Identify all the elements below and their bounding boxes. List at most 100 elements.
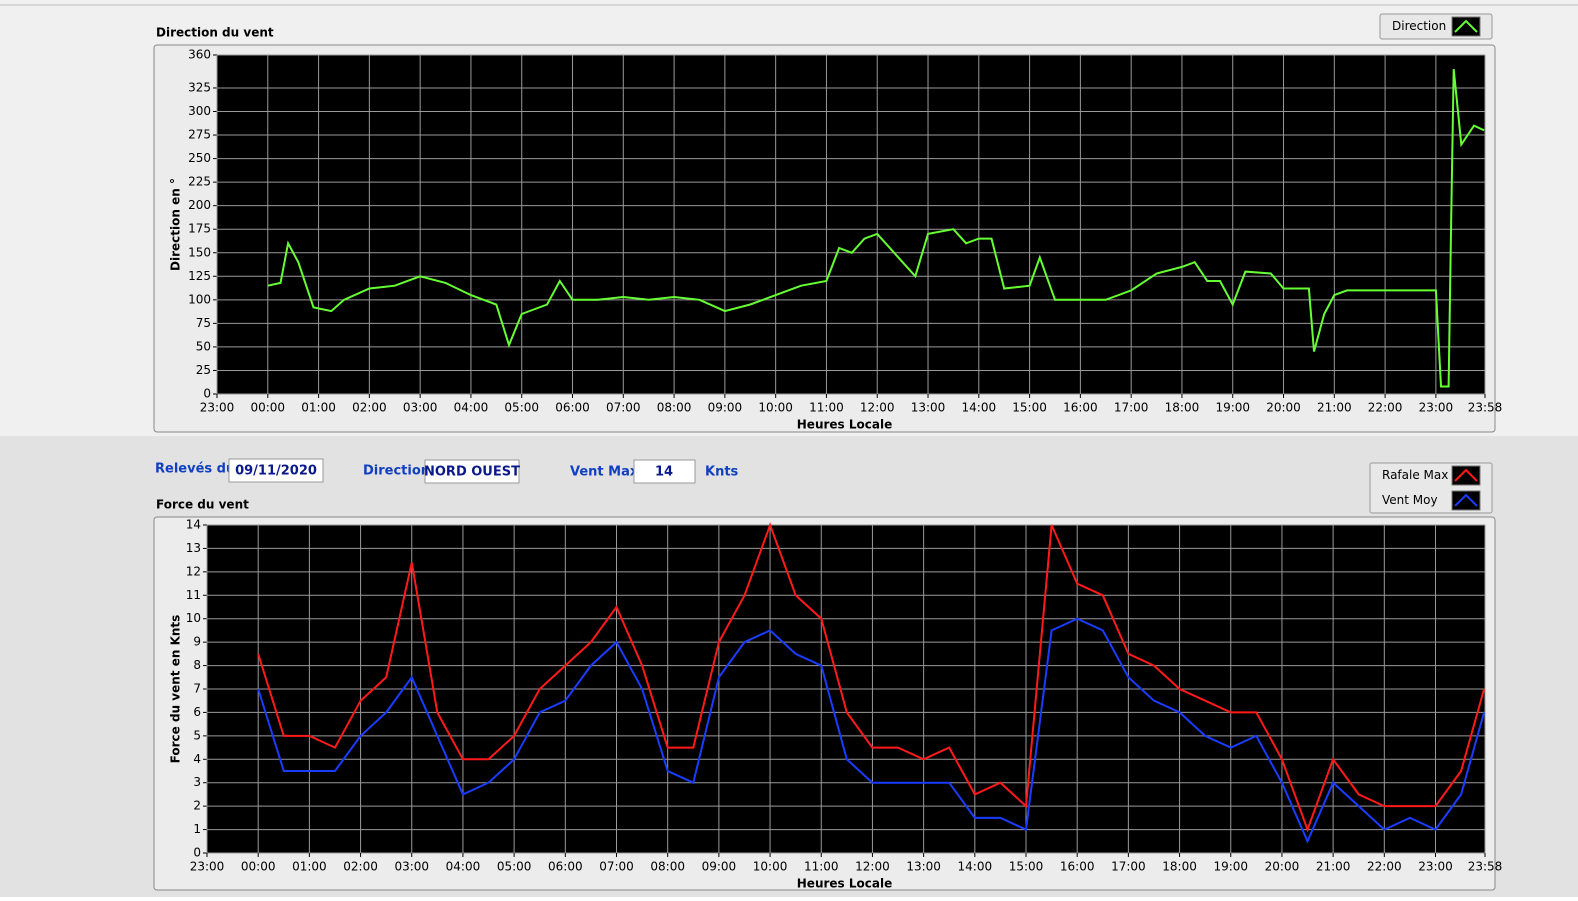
x-tick-label: 23:00 [200,401,235,415]
x-tick-label: 23:58 [1468,401,1503,415]
series-line [267,68,1485,388]
y-tick-label: 3 [193,775,201,789]
y-tick-label: 300 [188,104,211,118]
x-tick-label: 14:00 [958,860,993,874]
x-tick-label: 18:00 [1165,401,1200,415]
series-line [257,617,1486,844]
legend-label: Rafale Max [1382,468,1448,482]
x-tick-label: 08:00 [657,401,692,415]
chart-title: Force du vent [156,498,249,512]
y-tick-label: 6 [193,705,201,719]
direction-value: NORD OUEST [424,465,520,480]
date-box[interactable] [228,458,324,483]
date-label: Relevés du [155,462,235,477]
x-tick-label: 19:00 [1213,860,1248,874]
x-tick-label: 17:00 [1111,860,1146,874]
x-tick-label: 08:00 [650,860,685,874]
x-tick-label: 06:00 [548,860,583,874]
x-tick-label: 11:00 [804,860,839,874]
x-tick-label: 04:00 [454,401,489,415]
y-tick-label: 325 [188,80,211,94]
x-tick-label: 23:00 [1419,401,1454,415]
x-tick-label: 04:00 [446,860,481,874]
x-tick-label: 14:00 [962,401,997,415]
x-tick-label: 13:00 [906,860,941,874]
chart-title: Direction du vent [156,26,274,40]
x-tick-label: 20:00 [1266,401,1301,415]
x-tick-label: 05:00 [497,860,532,874]
y-tick-label: 360 [188,48,211,62]
y-tick-label: 50 [196,339,211,353]
y-tick-label: 275 [188,128,211,142]
x-tick-label: 22:00 [1367,860,1402,874]
y-tick-label: 250 [188,151,211,165]
x-tick-label: 21:00 [1317,401,1352,415]
x-tick-label: 18:00 [1162,860,1197,874]
x-tick-label: 20:00 [1265,860,1300,874]
x-tick-label: 07:00 [606,401,641,415]
legend-label: Vent Moy [1382,493,1438,507]
legend-swatch-line [1454,493,1478,507]
x-axis-label: Heures Locale [797,877,892,891]
x-tick-label: 03:00 [403,401,438,415]
y-axis-label: Direction en ° [169,178,183,271]
x-tick-label: 06:00 [555,401,590,415]
y-tick-label: 5 [193,728,201,742]
x-tick-label: 02:00 [352,401,387,415]
y-tick-label: 225 [188,175,211,189]
direction-box[interactable] [424,459,520,484]
x-tick-label: 09:00 [702,860,737,874]
x-tick-label: 23:00 [1418,860,1453,874]
plot-area [217,55,1485,394]
x-tick-label: 21:00 [1316,860,1351,874]
y-tick-label: 125 [188,269,211,283]
x-tick-label: 22:00 [1368,401,1403,415]
y-tick-label: 11 [186,588,201,602]
y-tick-label: 75 [196,316,211,330]
x-tick-label: 00:00 [241,860,276,874]
y-tick-label: 14 [186,518,201,532]
x-tick-label: 01:00 [292,860,327,874]
legend-swatch-line [1454,468,1478,482]
legend-swatch-line [1454,19,1478,33]
x-tick-label: 16:00 [1063,401,1098,415]
y-tick-label: 25 [196,363,211,377]
x-tick-label: 19:00 [1215,401,1250,415]
legend-swatch [1451,465,1481,486]
legend-swatch [1451,16,1481,37]
x-tick-label: 07:00 [599,860,634,874]
y-tick-label: 9 [193,635,201,649]
x-tick-label: 09:00 [708,401,743,415]
x-tick-label: 11:00 [809,401,844,415]
legend-label: Direction [1392,19,1446,33]
x-tick-label: 01:00 [301,401,336,415]
y-tick-label: 4 [193,752,201,766]
direction-label: Direction [363,464,430,479]
x-tick-label: 17:00 [1114,401,1149,415]
x-tick-label: 23:00 [190,860,225,874]
x-tick-label: 12:00 [860,401,895,415]
y-tick-label: 200 [188,198,211,212]
date-value: 09/11/2020 [235,464,317,479]
y-tick-label: 0 [193,846,201,860]
x-tick-label: 02:00 [343,860,378,874]
y-tick-label: 12 [186,564,201,578]
x-tick-label: 12:00 [855,860,890,874]
y-axis-label: Force du vent en Knts [169,615,183,764]
x-tick-label: 15:00 [1012,401,1047,415]
x-tick-label: 23:58 [1468,860,1503,874]
y-tick-label: 2 [193,799,201,813]
y-tick-label: 8 [193,658,201,672]
x-tick-label: 00:00 [250,401,285,415]
vent-max-label: Vent Max [570,465,639,480]
vent-max-box[interactable] [633,459,696,484]
series-line [257,522,1486,833]
x-tick-label: 13:00 [911,401,946,415]
legend-swatch [1451,490,1481,511]
y-tick-label: 100 [188,292,211,306]
y-tick-label: 150 [188,245,211,259]
y-tick-label: 13 [186,541,201,555]
vent-max-value: 14 [655,465,673,480]
